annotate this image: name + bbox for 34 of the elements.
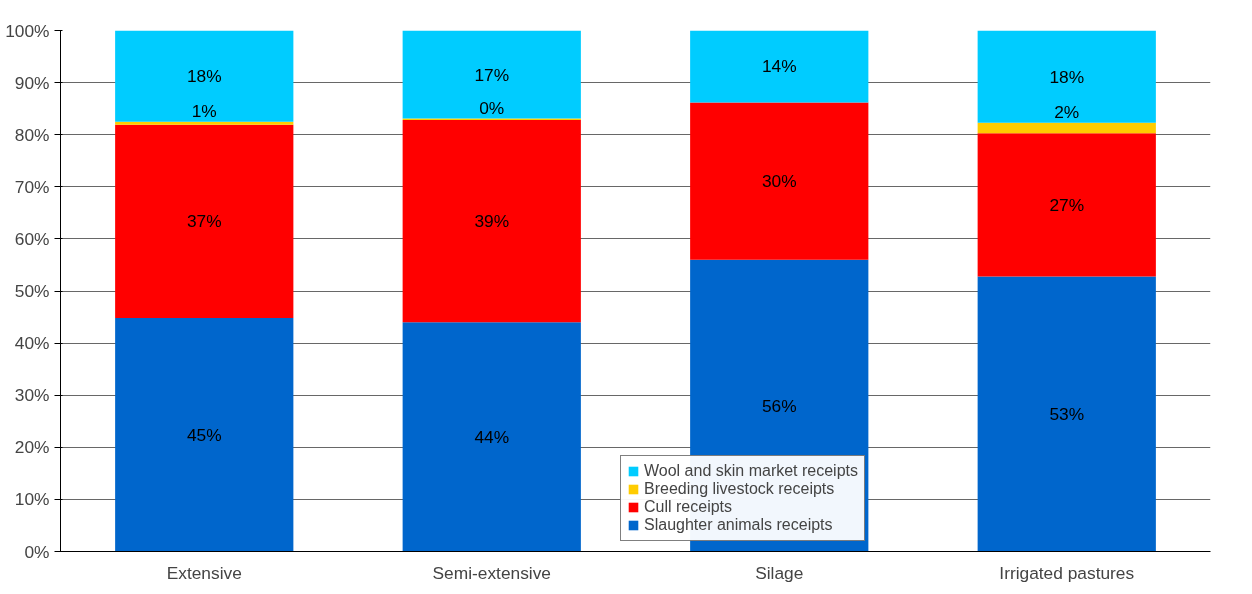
y-tick-label: 40% xyxy=(14,333,50,354)
data-label: 14% xyxy=(761,56,797,77)
data-label: 53% xyxy=(1049,403,1085,424)
legend-label: Slaughter animals receipts xyxy=(644,516,833,534)
data-label: 45% xyxy=(186,424,222,445)
data-label: 2% xyxy=(1054,101,1080,122)
y-tick-label: 80% xyxy=(14,124,50,145)
data-label: 56% xyxy=(761,395,797,416)
y-tick-label: 60% xyxy=(14,228,50,249)
data-label: 0% xyxy=(479,97,505,118)
data-label: 39% xyxy=(474,211,510,232)
y-tick-label: 20% xyxy=(14,437,50,458)
data-label: 30% xyxy=(761,171,797,192)
y-tick-label: 70% xyxy=(14,176,50,197)
data-label: 44% xyxy=(474,426,510,447)
y-tick-label: 90% xyxy=(14,72,50,93)
y-tick-label: 50% xyxy=(14,281,50,301)
x-tick-label: Extensive xyxy=(166,562,242,583)
data-label: 1% xyxy=(191,100,217,121)
legend-label: Cull receipts xyxy=(644,498,733,516)
data-label: 17% xyxy=(474,64,510,85)
data-label: 27% xyxy=(1049,194,1085,215)
x-tick-label: Irrigated pastures xyxy=(999,562,1135,583)
y-tick-label: 0% xyxy=(24,541,50,562)
y-tick-label: 30% xyxy=(14,385,50,406)
y-tick-label: 10% xyxy=(14,489,50,510)
x-tick-label: Semi-extensive xyxy=(432,562,551,583)
y-tick-label: 100% xyxy=(5,20,50,41)
data-label: 18% xyxy=(1049,66,1085,87)
x-tick-label: Silage xyxy=(755,562,804,583)
data-label: 37% xyxy=(186,211,222,232)
data-label: 18% xyxy=(186,66,222,87)
legend-label: Wool and skin market receipts xyxy=(644,462,859,480)
legend-label: Breeding livestock receipts xyxy=(644,480,835,498)
